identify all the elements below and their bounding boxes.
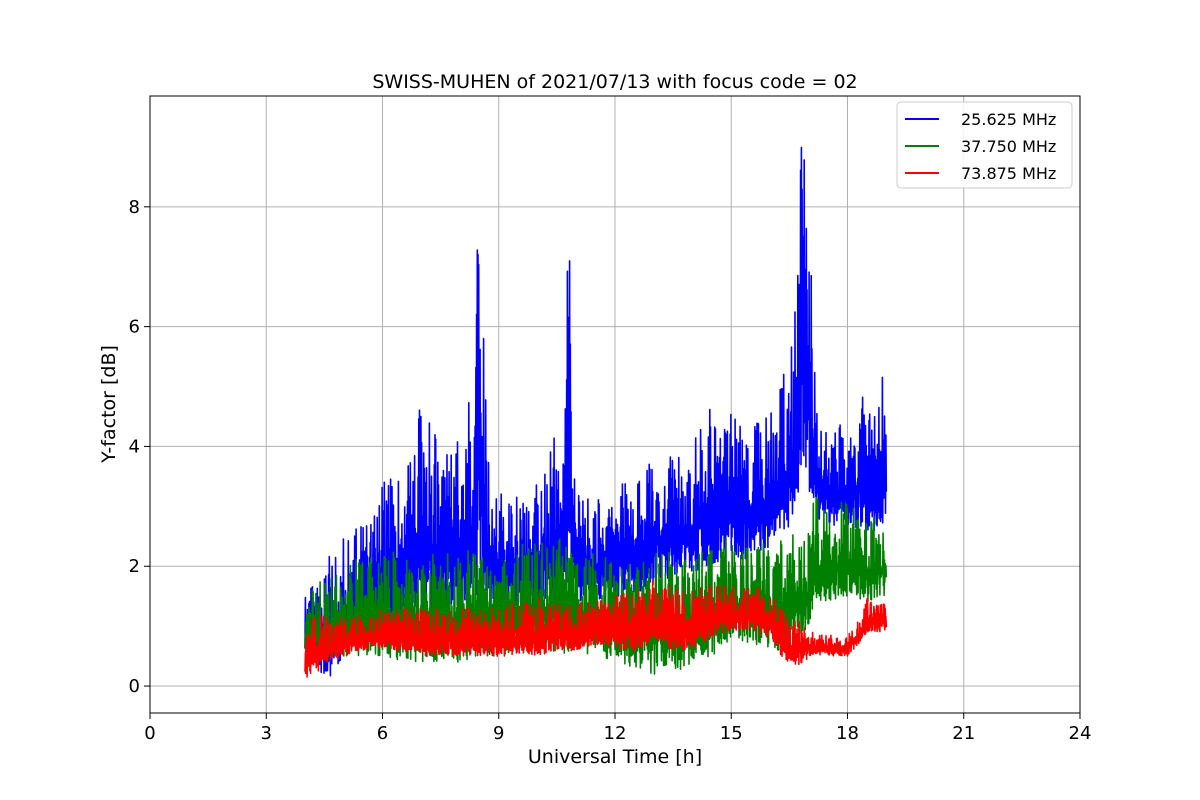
legend-box (896, 101, 1073, 189)
series-layer (304, 146, 888, 678)
x-tick-label: 24 (1069, 723, 1092, 744)
x-tick-label: 15 (720, 723, 743, 744)
legend-entry-label: 25.625 MHz (961, 110, 1056, 129)
y-tick-label: 0 (129, 676, 140, 697)
x-tick-label: 21 (952, 723, 975, 744)
x-tick-label: 0 (144, 723, 155, 744)
y-tick-label: 2 (129, 556, 140, 577)
y-tick-label: 4 (129, 436, 140, 457)
chart-title: SWISS-MUHEN of 2021/07/13 with focus cod… (372, 71, 857, 93)
x-tick-label: 6 (377, 723, 388, 744)
series-line (304, 496, 888, 675)
x-tick-label: 12 (604, 723, 627, 744)
y-axis-label: Y-factor [dB] (98, 345, 120, 464)
x-tick-label: 18 (836, 723, 859, 744)
legend: 25.625 MHz 37.750 MHz 73.875 MHz (896, 101, 1073, 189)
legend-entry-label: 73.875 MHz (961, 164, 1056, 183)
legend-entry-label: 37.750 MHz (961, 137, 1056, 156)
x-tick-label: 9 (493, 723, 504, 744)
y-tick-label: 6 (129, 317, 140, 338)
series-line (304, 146, 888, 677)
y-tick-label: 8 (129, 197, 140, 218)
x-axis-label: Universal Time [h] (528, 746, 702, 768)
series-line (304, 579, 888, 678)
x-tick-label: 3 (261, 723, 272, 744)
